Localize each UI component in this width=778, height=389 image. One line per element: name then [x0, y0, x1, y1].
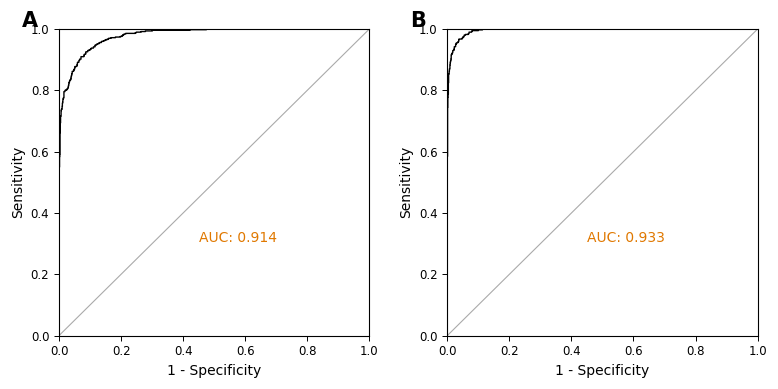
Y-axis label: Sensitivity: Sensitivity	[399, 146, 413, 219]
X-axis label: 1 - Specificity: 1 - Specificity	[167, 364, 261, 378]
X-axis label: 1 - Specificity: 1 - Specificity	[555, 364, 650, 378]
Y-axis label: Sensitivity: Sensitivity	[11, 146, 25, 219]
Text: AUC: 0.933: AUC: 0.933	[587, 231, 665, 245]
Text: B: B	[410, 11, 426, 31]
Text: A: A	[22, 11, 38, 31]
Text: AUC: 0.914: AUC: 0.914	[198, 231, 277, 245]
